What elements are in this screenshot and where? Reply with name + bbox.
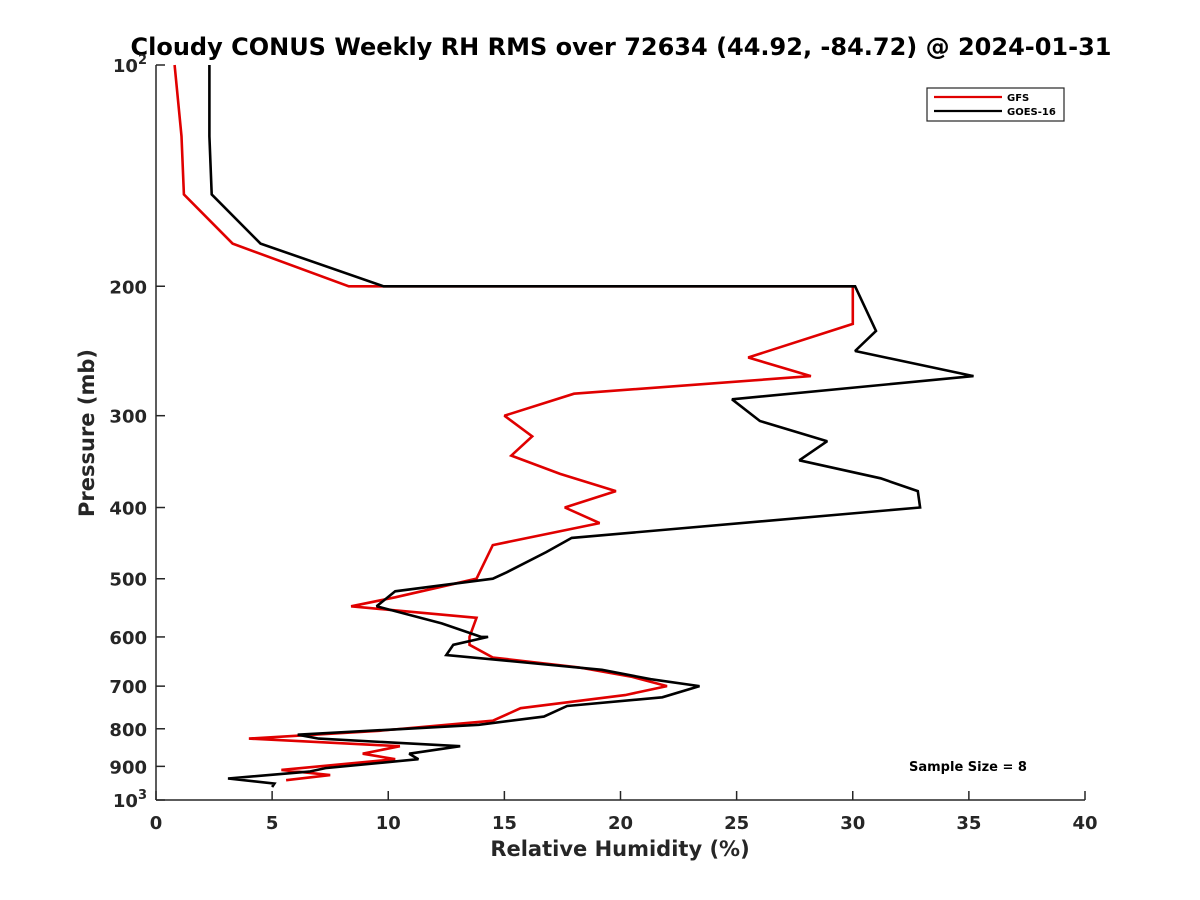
x-axis-label: Relative Humidity (%) (490, 837, 749, 861)
x-tick-label: 40 (1072, 813, 1097, 834)
plot-axes (155, 65, 1085, 801)
series-lines (173, 64, 974, 788)
x-axis-ticks: 0 5 10 15 20 25 30 35 40 (150, 791, 1098, 834)
series-line-gfs (173, 64, 855, 782)
x-tick-label: 10 (376, 813, 401, 834)
legend-label-goes16: GOES-16 (1007, 107, 1056, 118)
y-tick-label: 600 (109, 628, 147, 649)
y-tick-label: 102 (113, 53, 147, 77)
y-tick-label: 300 (109, 407, 147, 428)
legend-label-gfs: GFS (1007, 93, 1029, 104)
x-tick-label: 20 (608, 813, 633, 834)
y-tick-label: 400 (109, 499, 147, 520)
legend-box (926, 87, 1065, 122)
y-tick-label: 900 (109, 757, 147, 778)
x-tick-label: 15 (492, 813, 517, 834)
chart-title: Cloudy CONUS Weekly RH RMS over 72634 (4… (131, 33, 1112, 61)
y-tick-label: 500 (109, 570, 147, 591)
sample-size-annotation: Sample Size = 8 (909, 760, 1027, 775)
y-axis-label: Pressure (mb) (75, 349, 99, 517)
x-tick-label: 35 (956, 813, 981, 834)
series-line-goes16 (208, 65, 974, 788)
x-tick-label: 0 (150, 813, 163, 834)
y-tick-label: 700 (109, 677, 147, 698)
x-tick-label: 30 (840, 813, 865, 834)
y-tick-label: 103 (113, 788, 147, 812)
y-tick-label: 800 (109, 720, 147, 741)
x-tick-label: 5 (266, 813, 279, 834)
x-tick-label: 25 (724, 813, 749, 834)
legend: GFS GOES-16 (926, 87, 1065, 122)
y-axis-ticks: 102 200 300 400 500 600 700 800 900 103 (109, 53, 165, 812)
y-tick-label: 200 (109, 277, 147, 298)
